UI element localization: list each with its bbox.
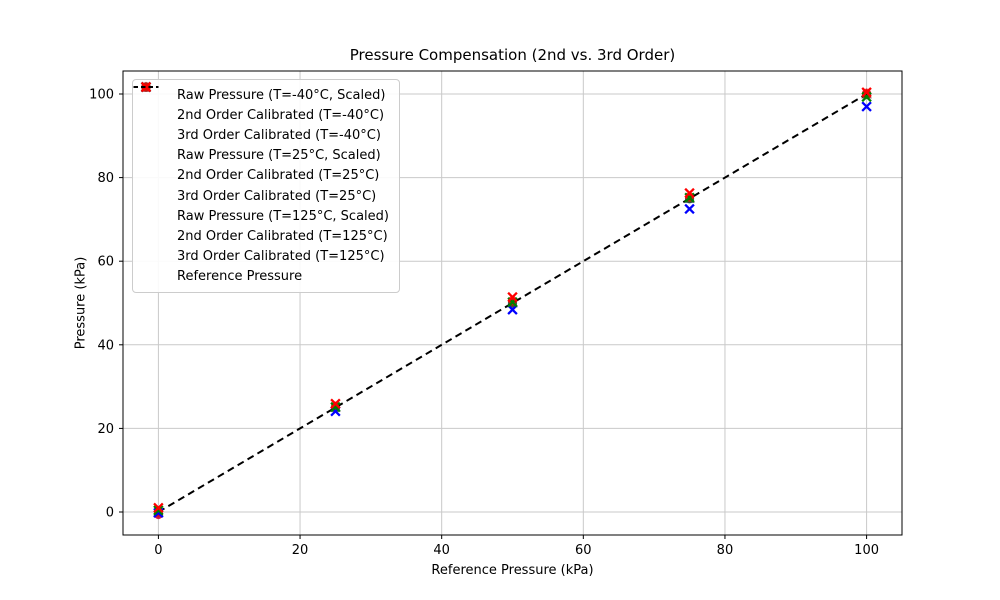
y-tick-label: 40 [97, 338, 114, 353]
series-0 [153, 101, 872, 519]
legend-item: 3rd Order Calibrated (T=25°C) [140, 81, 389, 206]
legend-item-label: Raw Pressure (T=-40°C, Scaled) [177, 87, 386, 103]
legend-item: 2nd Order Calibrated (T=25°C) [141, 82, 389, 186]
legend-marker [140, 81, 167, 142]
legend-item-label: 2nd Order Calibrated (T=-40°C) [177, 107, 385, 123]
y-tick-label: 100 [89, 87, 114, 102]
y-tick-label: 0 [106, 506, 114, 521]
legend-item: Raw Pressure (T=25°C, Scaled) [140, 81, 389, 166]
x-tick-label: 0 [154, 543, 162, 558]
legend-marker [133, 86, 167, 284]
legend-item: 3rd Order Calibrated (T=-40°C) [140, 81, 389, 145]
legend-item: 3rd Order Calibrated (T=125°C) [140, 81, 389, 267]
legend-item-label: 2nd Order Calibrated (T=125°C) [177, 228, 388, 244]
legend-item-label: 3rd Order Calibrated (T=125°C) [177, 249, 385, 265]
x-tick-label: 20 [292, 543, 309, 558]
legend-item: Reference Pressure [133, 86, 389, 287]
legend-item: Raw Pressure (T=125°C, Scaled) [140, 81, 389, 226]
legend-item: 2nd Order Calibrated (T=125°C) [141, 82, 389, 246]
legend-marker [140, 81, 167, 223]
legend-marker [140, 81, 167, 264]
y-axis-label: Pressure (kPa) [73, 256, 89, 350]
legend-item-label: Raw Pressure (T=125°C, Scaled) [177, 208, 389, 224]
y-axis-ticks: 0 20 40 60 80 100 [89, 87, 123, 521]
x-axis-ticks: 0 20 40 60 80 100 [154, 535, 879, 558]
legend-item-label: 3rd Order Calibrated (T=25°C) [177, 188, 377, 204]
y-tick-label: 60 [97, 255, 114, 270]
y-tick-label: 20 [97, 422, 114, 437]
legend-item-label: Raw Pressure (T=25°C, Scaled) [177, 148, 381, 164]
legend-item: 2nd Order Calibrated (T=-40°C) [141, 82, 389, 125]
axes-frame [122, 70, 903, 536]
legend-item-label: 3rd Order Calibrated (T=-40°C) [177, 127, 381, 143]
legend-marker [140, 81, 167, 163]
legend-marker [141, 82, 167, 183]
circle-marker-icon [141, 82, 151, 92]
series-6 [153, 87, 872, 514]
x-tick-label: 80 [717, 543, 734, 558]
x-axis-label: Reference Pressure (kPa) [431, 563, 594, 578]
x-tick-label: 60 [575, 543, 592, 558]
legend-marker [140, 81, 167, 203]
legend-item: Raw Pressure (T=-40°C, Scaled) [140, 81, 389, 105]
legend-item-label: Reference Pressure [177, 269, 303, 285]
legend-item-label: 2nd Order Calibrated (T=25°C) [177, 168, 380, 184]
triangle-marker-icon [140, 81, 152, 92]
legend-marker [141, 82, 167, 122]
chart-title: Pressure Compensation (2nd vs. 3rd Order… [349, 46, 676, 64]
legend-marker [141, 82, 167, 243]
dashed-line-icon [133, 86, 159, 88]
y-tick-label: 80 [97, 171, 114, 186]
legend: Raw Pressure (T=-40°C, Scaled) 2nd Order… [132, 79, 400, 293]
series-9 [157, 93, 868, 513]
x-tick-label: 100 [854, 543, 879, 558]
x-tick-label: 40 [433, 543, 450, 558]
